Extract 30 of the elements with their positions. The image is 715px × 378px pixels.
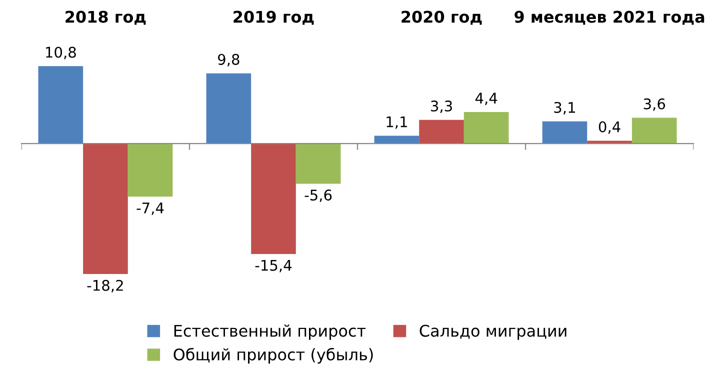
legend-label: Естественный прирост bbox=[174, 324, 366, 340]
legend-label: Сальдо миграции bbox=[420, 324, 566, 340]
bar bbox=[206, 73, 252, 144]
data-label: 10,8 bbox=[46, 46, 76, 60]
x-tick-label: 2019 год bbox=[234, 10, 314, 25]
data-label: 4,4 bbox=[475, 92, 498, 106]
bar bbox=[542, 121, 588, 144]
data-label: -18,2 bbox=[87, 280, 123, 292]
bar bbox=[128, 144, 173, 197]
data-label: -7,4 bbox=[136, 202, 164, 215]
data-label: 1,1 bbox=[386, 116, 407, 129]
bar bbox=[419, 120, 464, 144]
data-label: 3,1 bbox=[554, 102, 575, 114]
x-tick-label: 2018 год bbox=[66, 10, 146, 25]
bar bbox=[296, 144, 341, 184]
legend-label: Общий прирост (убыль) bbox=[174, 348, 373, 364]
data-label: 9,8 bbox=[218, 54, 240, 66]
data-label: -5,6 bbox=[304, 190, 332, 202]
data-label: 3,6 bbox=[644, 98, 666, 111]
bar bbox=[83, 144, 128, 274]
bar bbox=[632, 118, 677, 144]
x-tick-label: 2020 год bbox=[402, 10, 482, 25]
data-label: 3,3 bbox=[431, 100, 452, 114]
bar bbox=[251, 144, 296, 254]
data-label: 0,4 bbox=[598, 121, 620, 134]
x-tick-label: 9 месяцев 2021 года bbox=[514, 10, 704, 25]
data-label: -15,4 bbox=[255, 260, 292, 272]
bar bbox=[38, 66, 84, 144]
bar bbox=[464, 112, 509, 144]
bar bbox=[374, 136, 420, 144]
